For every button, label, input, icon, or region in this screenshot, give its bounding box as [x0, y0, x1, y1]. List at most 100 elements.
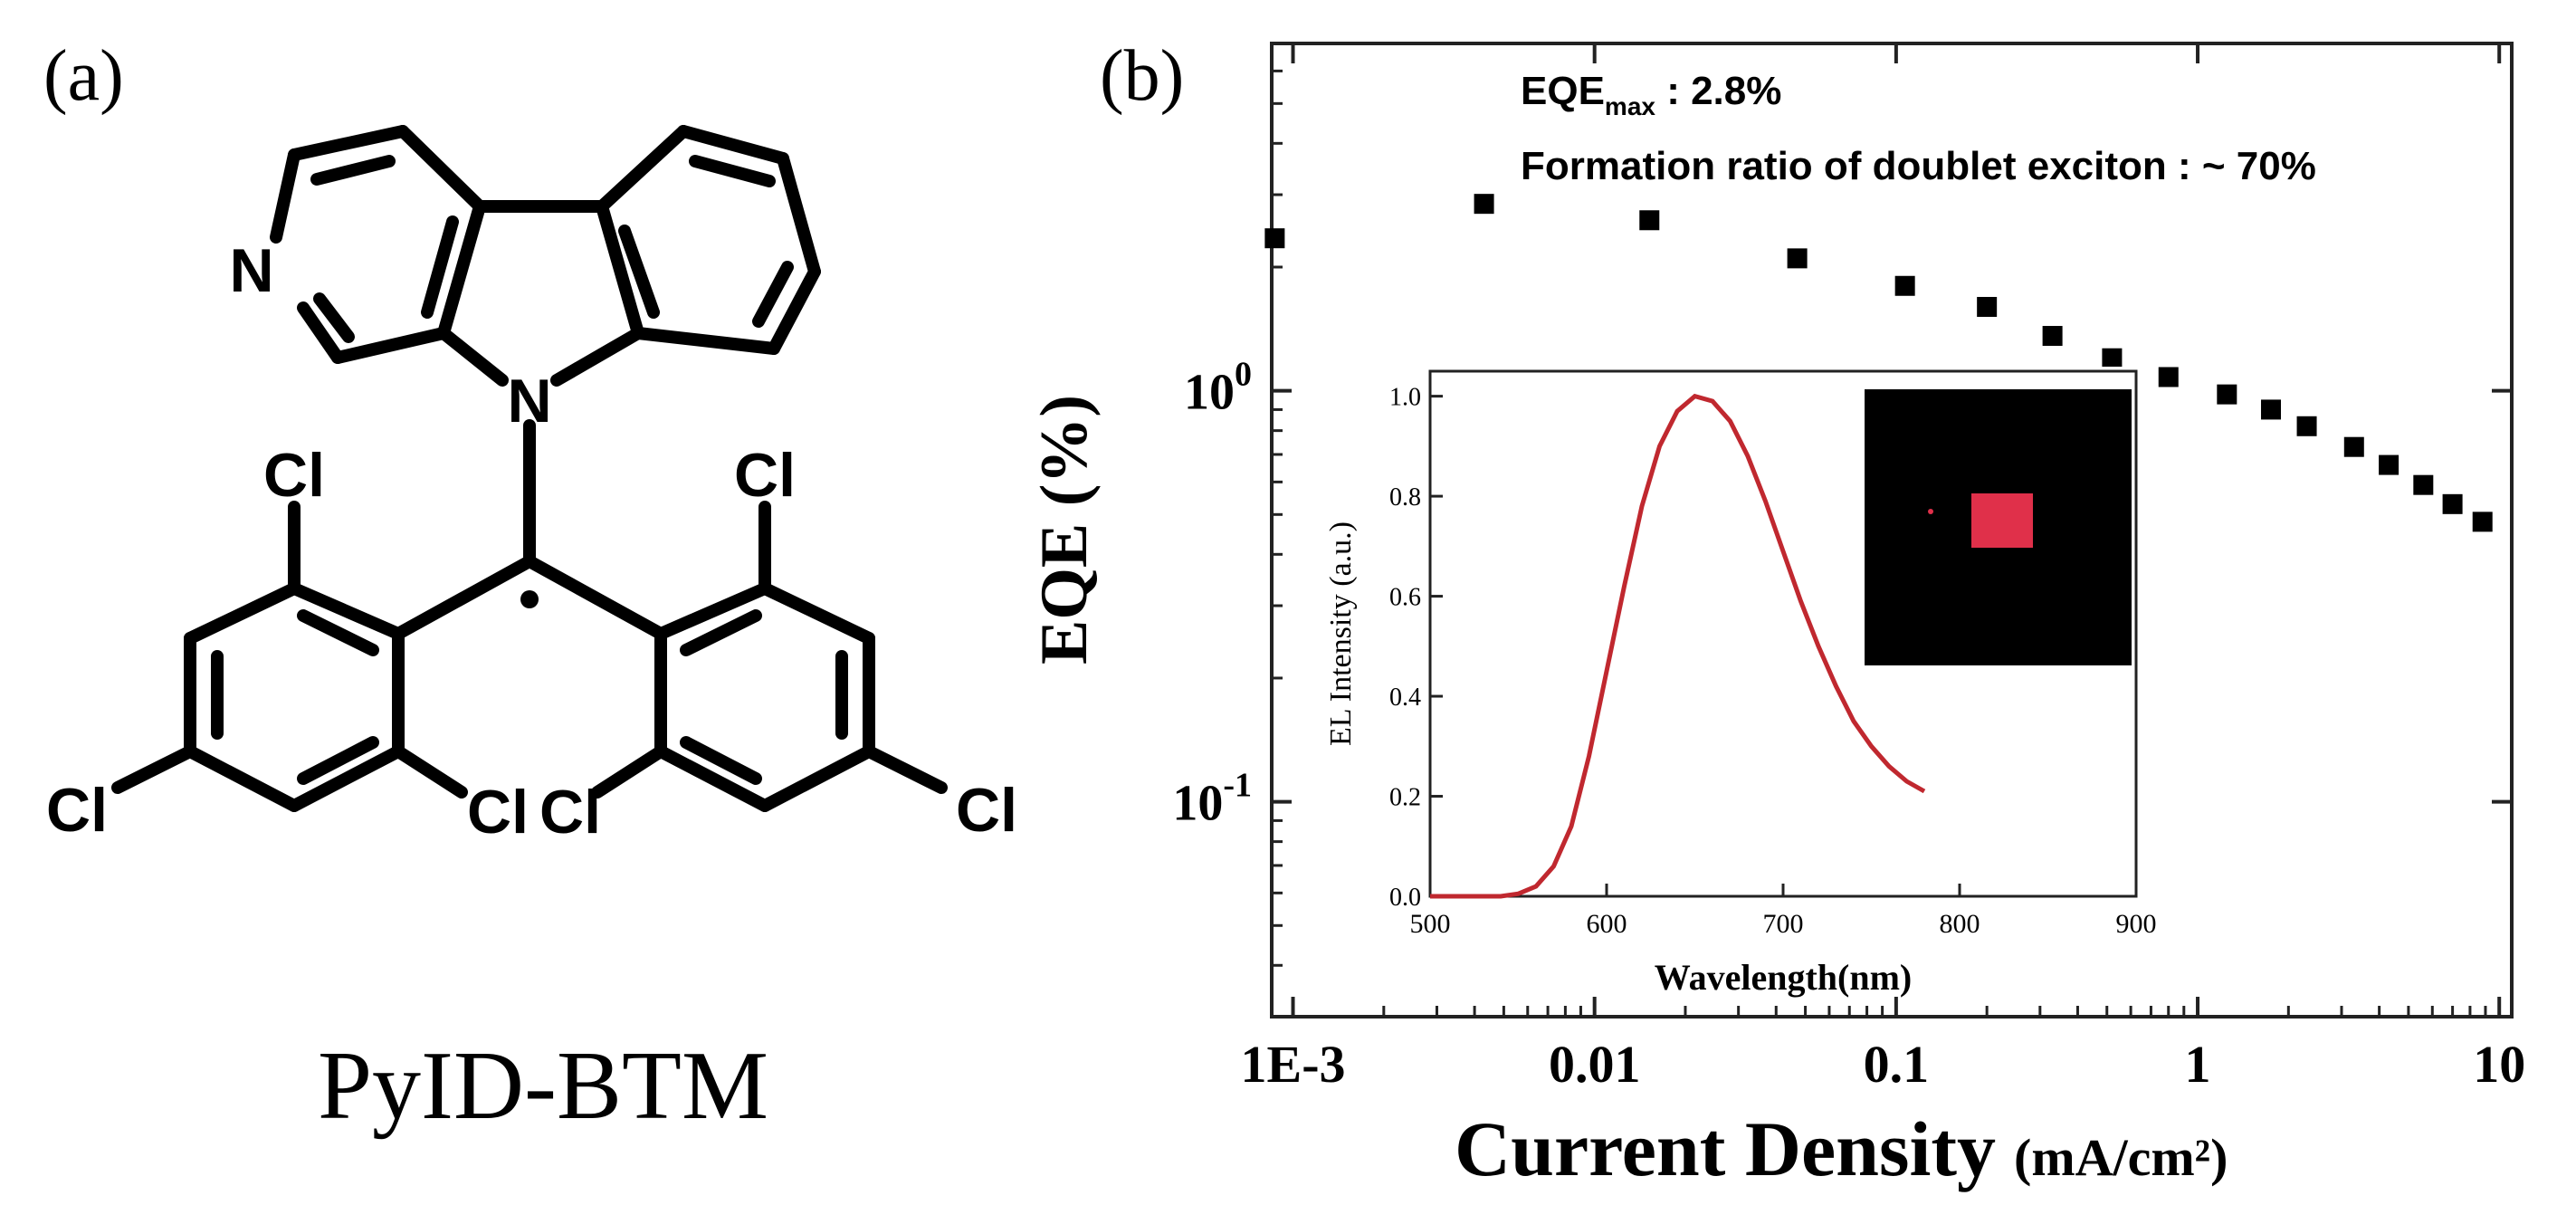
panel-a: (a) [43, 36, 1017, 1140]
eqe-max-annotation: EQEmax : 2.8% [1521, 69, 1781, 120]
bond [437, 200, 486, 340]
carbazole-n-label: N [507, 367, 551, 435]
double-bond-inner [618, 225, 660, 319]
device-photo-stray-dot [1928, 509, 1933, 514]
pyridine-n-label: N [229, 236, 273, 305]
eqe-data-point [2296, 416, 2317, 436]
inset-x-tick-label: 500 [1410, 909, 1451, 939]
cl-label-2: Cl [46, 776, 108, 845]
bond [632, 327, 780, 355]
main-x-tick-label: 10 [2473, 1035, 2525, 1094]
eqe-data-point [2261, 399, 2282, 420]
main-x-tick-label: 1 [2185, 1035, 2211, 1094]
eqe-data-point [1787, 248, 1808, 269]
double-bond-inner [680, 609, 762, 656]
bond [111, 745, 196, 794]
bond [758, 745, 875, 812]
bond [437, 327, 509, 387]
compound-name: PyID-BTM [318, 1032, 768, 1140]
main-x-tick-label: 0.1 [1864, 1035, 1930, 1094]
eqe-data-point [2379, 454, 2399, 475]
main-y-tick-label: 100 [1184, 356, 1252, 421]
main-y-axis-label: EQE (%) [1027, 395, 1102, 665]
bond [677, 125, 789, 165]
eqe-data-point [1264, 228, 1285, 249]
bond [297, 301, 344, 364]
main-x-tick-labels: 1E-3 0.01 0.1 1 10 [1241, 1035, 2526, 1094]
bond [596, 125, 690, 213]
atom-labels: N N Cl Cl Cl Cl Cl Cl [46, 236, 1017, 846]
cl-label-4: Cl [734, 441, 796, 510]
inset-x-tick-label: 900 [2116, 909, 2157, 939]
main-y-tick-label: 10-1 [1172, 767, 1252, 832]
bond [288, 745, 405, 812]
inset-y-tick-label: 1.0 [1389, 384, 1421, 412]
bond [654, 745, 771, 812]
eqe-data-point [1894, 275, 1915, 296]
inset-y-tick-label: 0.2 [1389, 784, 1421, 812]
bond [591, 745, 667, 799]
eqe-data-point [2343, 436, 2364, 457]
cl-label-1: Cl [263, 441, 325, 510]
bond [184, 745, 301, 812]
eqe-data-point [2158, 367, 2179, 387]
device-photo-emission-spot [1971, 493, 2033, 548]
eqe-data-point [2217, 384, 2237, 405]
main-axis-ticks [1272, 42, 2512, 1019]
bond [288, 582, 405, 640]
bond [288, 125, 409, 161]
structure-pyid-btm [111, 125, 948, 812]
inset-x-tick-label: 800 [1940, 909, 1980, 939]
eqe-data-point [1639, 210, 1660, 231]
cl-label-3: Cl [467, 778, 529, 846]
radical-dot [520, 590, 539, 608]
double-bond-inner [752, 261, 794, 328]
main-x-axis-label: Current Density [1455, 1105, 1996, 1192]
bond [596, 200, 644, 340]
inset-y-tick-label: 0.6 [1389, 584, 1421, 612]
bond [392, 555, 536, 640]
bond [758, 582, 875, 645]
double-bond-inner [297, 736, 379, 785]
inset-y-tick-label: 0.0 [1389, 884, 1421, 912]
el-spectrum-curve [1430, 393, 1926, 899]
panel-b: (b) 1E-3 0.01 0.1 1 10 10-1 100 EQE (%) Curre… [1027, 36, 2525, 1192]
bond [768, 265, 821, 355]
double-bond-inner [313, 292, 355, 343]
inset-x-tick-label: 600 [1587, 909, 1627, 939]
bond [270, 148, 301, 244]
inset-x-tick-labels: 500 600 700 800 900 [1410, 909, 2157, 939]
eqe-data-point [2413, 474, 2434, 495]
main-x-tick-label: 0.01 [1549, 1035, 1641, 1094]
double-bond-inner [310, 155, 396, 186]
panel-b-label: (b) [1100, 36, 1184, 116]
double-bond-inner [689, 155, 776, 187]
eqe-data-point [2042, 326, 2063, 347]
main-x-axis-unit: (mA/cm²) [2014, 1128, 2228, 1187]
eqe-data-point [2102, 348, 2123, 368]
main-y-tick-labels: 10-1 100 [1172, 356, 1252, 832]
inset-y-tick-labels: 0.0 0.2 0.4 0.6 0.8 1.0 [1389, 384, 1421, 912]
main-x-tick-label: 1E-3 [1241, 1035, 1346, 1094]
eqe-data-point [2472, 512, 2493, 532]
formation-ratio-annotation: Formation ratio of doublet exciton : ~ 7… [1521, 144, 2316, 188]
eqe-data-point [1474, 194, 1494, 215]
main-series-points [1264, 194, 2493, 532]
double-bond-inner [297, 609, 379, 656]
double-bond-inner [680, 736, 762, 785]
bond [777, 152, 821, 278]
bond [654, 582, 771, 640]
inset-x-tick-label: 700 [1763, 909, 1804, 939]
double-bond-inner [421, 215, 459, 319]
eqe-data-point [1977, 296, 1998, 317]
bond [550, 327, 644, 387]
inset-x-axis-label: Wavelength(nm) [1655, 957, 1912, 998]
cl-label-5: Cl [539, 778, 601, 846]
main-plot-frame [1270, 42, 2514, 1019]
cl-label-6: Cl [956, 776, 1017, 845]
inset-y-tick-label: 0.4 [1389, 684, 1421, 712]
inset-y-tick-label: 0.8 [1389, 483, 1421, 512]
eqe-data-point [2442, 493, 2463, 514]
bond [184, 582, 301, 645]
